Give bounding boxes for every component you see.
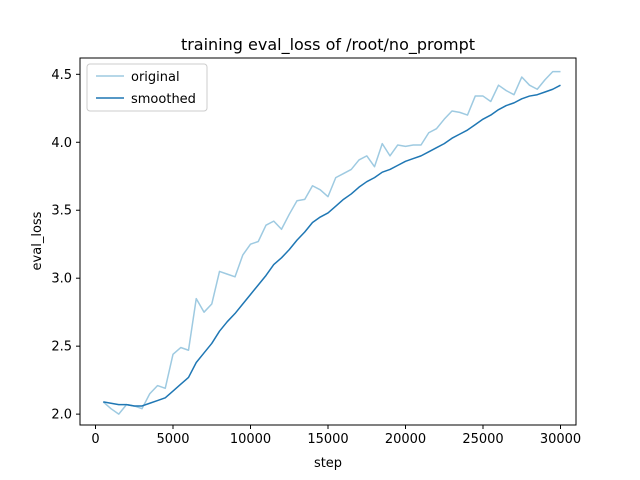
y-axis-ticks: 2.0 2.5 3.0 3.5 4.0 4.5 [51, 68, 80, 423]
chart-title: training eval_loss of /root/no_prompt [181, 35, 475, 55]
x-tick-label: 30000 [540, 432, 581, 447]
x-axis-ticks: 0 5000 10000 15000 20000 25000 30000 [91, 425, 581, 447]
x-axis-label: step [314, 456, 342, 471]
x-tick-label: 25000 [462, 432, 503, 447]
y-tick-label: 2.0 [51, 408, 72, 423]
legend-label-smoothed: smoothed [131, 92, 196, 107]
series-lines [102, 70, 561, 415]
y-tick-label: 3.5 [51, 204, 72, 219]
x-tick-label: 0 [91, 432, 99, 447]
y-tick-label: 4.0 [51, 136, 72, 151]
x-tick-label: 15000 [307, 432, 348, 447]
x-tick-label: 5000 [156, 432, 189, 447]
series-line-smoothed [103, 84, 561, 407]
y-axis-label: eval_loss [30, 211, 45, 270]
y-tick-label: 4.5 [51, 68, 72, 83]
x-tick-label: 10000 [230, 432, 271, 447]
x-tick-label: 20000 [385, 432, 426, 447]
y-tick-label: 3.0 [51, 272, 72, 287]
series-line-original [102, 70, 561, 415]
legend-label-original: original [131, 70, 180, 85]
legend: original smoothed [86, 63, 208, 112]
y-tick-label: 2.5 [51, 340, 72, 355]
